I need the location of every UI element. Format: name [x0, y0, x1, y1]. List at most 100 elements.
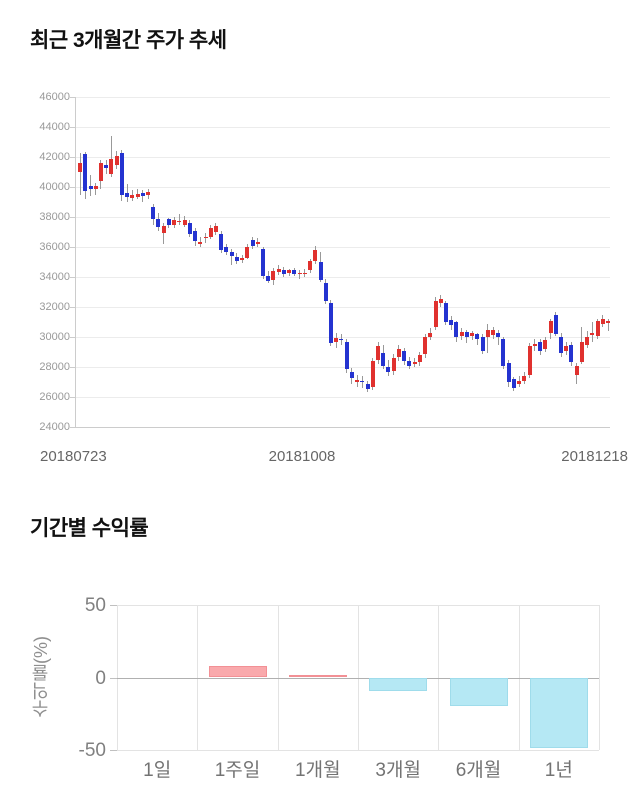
candle-down — [349, 371, 354, 378]
x-tick-label: 20181218 — [561, 448, 628, 465]
candle-wick — [607, 319, 609, 331]
candle-down — [88, 185, 93, 190]
candle-up — [370, 361, 375, 388]
candle-down — [83, 154, 88, 191]
x-category-label: 1개월 — [295, 760, 341, 781]
candle-up — [517, 380, 522, 384]
return-bar-negative — [529, 677, 588, 748]
candle-down — [339, 339, 344, 341]
candle-up — [297, 272, 302, 274]
candle-up — [114, 155, 119, 165]
zero-axis-line — [117, 677, 599, 679]
candle-down — [266, 275, 271, 281]
candle-down — [480, 337, 485, 351]
candle-down — [569, 344, 574, 362]
y-axis-tick — [110, 605, 117, 606]
x-category-label: 1년 — [544, 760, 573, 781]
price-candlestick-chart: 46000 44000 42000 40000 38000 36000 34000 32000… — [39, 91, 628, 465]
y-tick-label: 44000 — [39, 121, 70, 133]
return-bar-positive — [288, 675, 347, 678]
candle-up — [172, 220, 177, 225]
candle-down — [229, 252, 234, 257]
candle-up — [543, 340, 548, 349]
candle-wick — [591, 322, 593, 342]
y-tick-label: 32000 — [39, 301, 70, 313]
candle-down — [250, 239, 255, 246]
grid-line-h — [75, 157, 610, 158]
candle-up — [600, 319, 605, 324]
candle-down — [511, 379, 516, 388]
candle-down — [156, 218, 161, 227]
candle-up — [412, 361, 417, 365]
returns-chart-title: 기간별 수익률 — [30, 517, 149, 540]
candle-up — [433, 301, 438, 327]
candle-up — [240, 258, 245, 260]
y-tick-label: 40000 — [39, 181, 70, 193]
candle-down — [328, 302, 333, 343]
candle-up — [109, 158, 114, 174]
candle-down — [261, 248, 265, 276]
candle-down — [224, 247, 229, 252]
x-tick-label: 20181008 — [268, 448, 336, 465]
candle-wick — [231, 248, 233, 265]
candle-down — [381, 352, 386, 367]
candle-up — [146, 192, 150, 196]
candle-wick — [131, 190, 133, 201]
candle-up — [532, 343, 537, 347]
candle-wick — [110, 136, 112, 177]
candle-up — [182, 220, 187, 225]
y-tick-label: 42000 — [39, 151, 70, 163]
candle-down — [151, 206, 156, 219]
candle-wick — [487, 323, 489, 353]
candle-up — [522, 376, 527, 382]
candle-up — [313, 250, 318, 262]
candle-up — [470, 333, 475, 337]
y-axis-tick — [70, 337, 75, 338]
grid-line-h — [117, 750, 599, 751]
candle-down — [234, 256, 239, 262]
grid-line-h — [75, 127, 610, 128]
candle-wick — [137, 188, 138, 199]
y-tick-label: 28000 — [39, 361, 70, 373]
y-tick-label: 26000 — [39, 391, 70, 403]
candle-down — [464, 331, 469, 338]
candle-wick — [142, 190, 144, 202]
period-returns-bar-chart: 50 0 -50 1일 1주일 1개월 3개월 6개월 1년 — [0, 560, 640, 810]
grid-line-h — [75, 307, 610, 308]
candle-up — [93, 186, 98, 189]
candle-up — [135, 193, 140, 197]
candle-down — [449, 319, 454, 326]
candle-up — [428, 333, 433, 338]
y-tick-label: 30000 — [39, 331, 70, 343]
candle-wick — [79, 153, 81, 195]
y-axis-tick — [70, 427, 75, 428]
candle-up — [213, 226, 218, 232]
candle-wick — [361, 376, 363, 388]
candle-up — [491, 329, 495, 335]
x-category-label: 3개월 — [375, 760, 421, 781]
candle-down — [386, 367, 391, 372]
candle-down — [193, 230, 197, 241]
candle-wick — [163, 223, 165, 244]
return-bar-negative — [369, 677, 428, 691]
candle-down — [140, 193, 145, 196]
candle-down — [501, 338, 506, 366]
candle-up — [276, 268, 281, 272]
candle-up — [355, 379, 360, 383]
candle-up — [485, 330, 490, 338]
y-axis-tick — [70, 187, 75, 188]
candle-down — [125, 193, 129, 197]
candle-wick — [340, 334, 342, 345]
candle-up — [302, 273, 307, 275]
grid-line-h — [75, 397, 610, 398]
candle-up — [161, 226, 166, 233]
candle-down — [475, 334, 480, 340]
candle-up — [177, 220, 182, 223]
candle-down — [318, 262, 323, 280]
candle-up — [391, 358, 396, 371]
candle-down — [166, 219, 171, 226]
candle-up — [396, 349, 401, 358]
y-tick-label: 0 — [95, 667, 106, 689]
candle-up — [606, 321, 610, 323]
y-axis-tick — [70, 247, 75, 248]
